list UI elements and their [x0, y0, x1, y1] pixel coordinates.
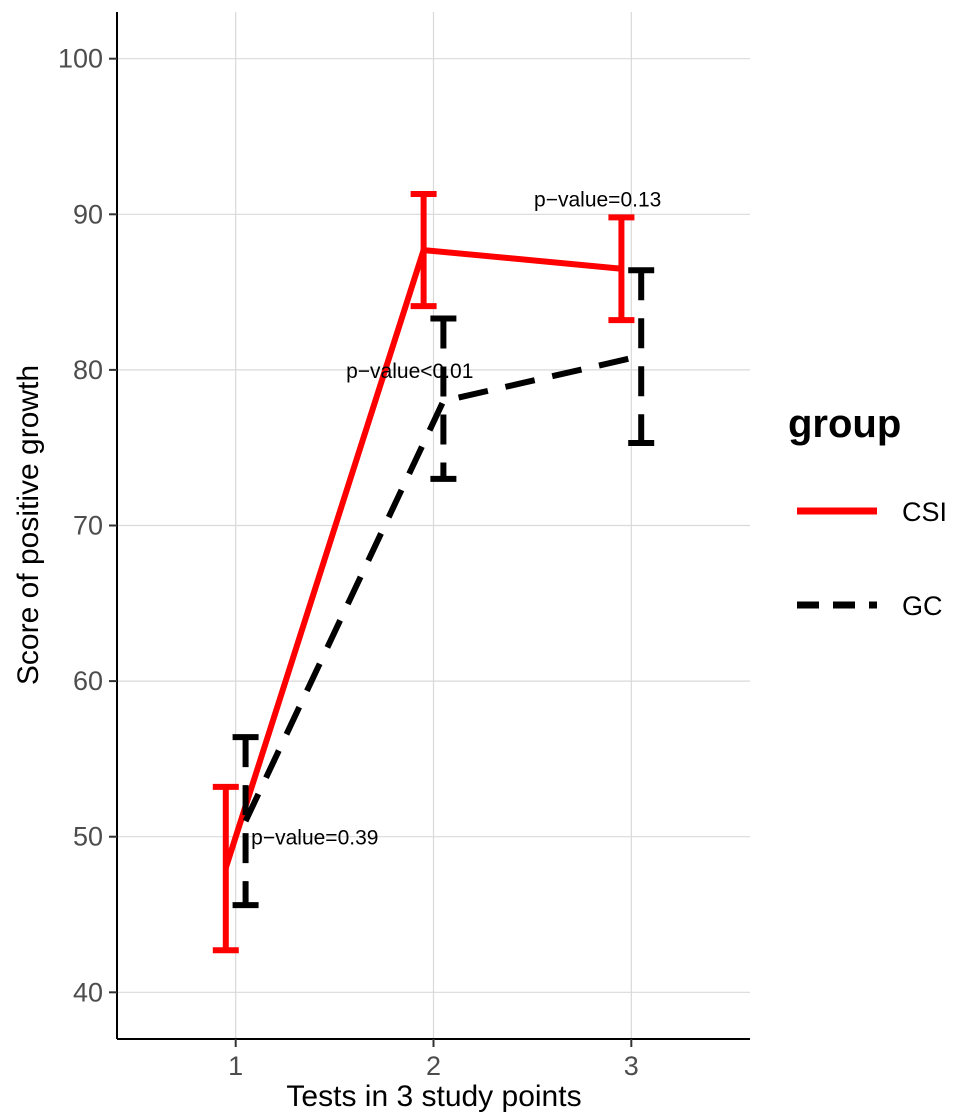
series-csi: [212, 191, 635, 954]
y-axis-title: Score of positive growth: [12, 365, 45, 685]
legend-label-gc: GC: [902, 591, 943, 621]
p-value-annotation: p−value=0.13: [534, 189, 661, 212]
p-value-annotation: p−value<0.01: [346, 360, 473, 383]
legend-title: group: [788, 402, 901, 446]
axes: 40 50 60 70 80 90 100 1 2 3: [58, 12, 750, 1081]
y-tick-label: 70: [73, 511, 103, 541]
y-tick-label: 80: [73, 355, 103, 385]
y-tick-label: 90: [73, 199, 103, 229]
series-line: [222, 247, 622, 869]
plot-series: [212, 191, 655, 954]
series-line: [242, 352, 642, 823]
annotations: p−value=0.39 p−value<0.01 p−value=0.13: [251, 189, 661, 850]
y-tick-label: 60: [73, 666, 103, 696]
x-axis-title: Tests in 3 study points: [286, 1080, 581, 1113]
p-value-annotation: p−value=0.39: [251, 827, 378, 850]
series-gc: [232, 267, 655, 909]
y-tick-label: 100: [58, 44, 103, 74]
x-tick-label: 3: [624, 1051, 639, 1081]
legend-label-csi: CSI: [902, 497, 947, 527]
legend: group CSI GC: [788, 402, 947, 621]
x-tick-label: 2: [426, 1051, 441, 1081]
y-tick-label: 50: [73, 822, 103, 852]
y-tick-label: 40: [73, 977, 103, 1007]
x-tick-label: 1: [228, 1051, 243, 1081]
grid: [117, 12, 750, 1039]
